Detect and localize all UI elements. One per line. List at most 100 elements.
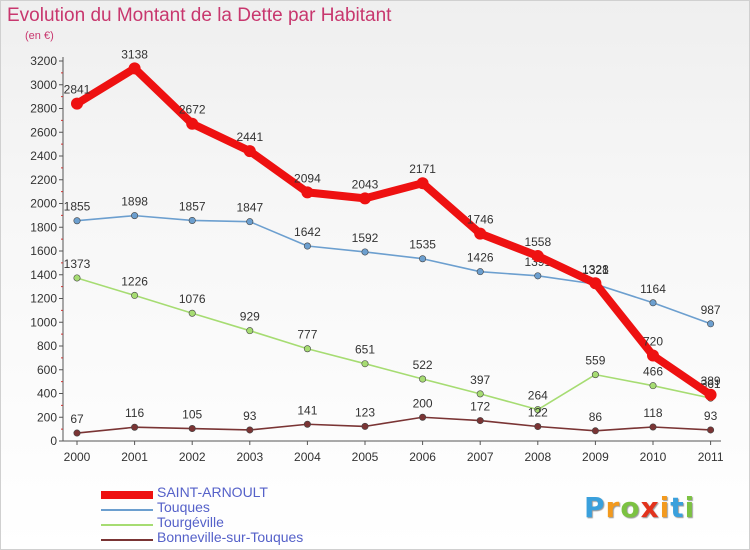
- data-point: [649, 382, 657, 390]
- data-label: 1226: [121, 274, 148, 288]
- data-label: 200: [413, 396, 433, 410]
- data-point: [361, 248, 369, 256]
- y-tick-label: 200: [37, 410, 57, 424]
- data-point: [131, 212, 139, 220]
- y-tick-label: 3000: [30, 78, 57, 92]
- data-point: [591, 371, 599, 379]
- legend-swatch: [101, 539, 153, 541]
- legend-swatch: [101, 491, 153, 499]
- y-tick-label: 1800: [30, 220, 57, 234]
- data-point: [188, 216, 196, 224]
- data-label: 2672: [179, 103, 206, 117]
- data-point: [73, 217, 81, 225]
- data-point: [474, 227, 487, 240]
- logo-letter: i: [684, 491, 696, 524]
- data-label: 1373: [64, 257, 91, 271]
- data-label: 105: [182, 408, 202, 422]
- series-line-0: [73, 64, 715, 399]
- data-label: 397: [470, 373, 490, 387]
- x-tick-label: 2007: [467, 450, 494, 464]
- data-label: 118: [643, 406, 662, 420]
- y-tick-label: 2800: [30, 102, 57, 116]
- y-tick-label: 600: [37, 363, 57, 377]
- data-point: [131, 291, 139, 299]
- data-label: 1857: [179, 199, 206, 213]
- data-point: [71, 97, 83, 110]
- data-point: [188, 425, 196, 433]
- data-point: [649, 299, 657, 307]
- data-label: 720: [643, 335, 663, 349]
- data-label: 1642: [294, 225, 321, 239]
- data-label: 2441: [236, 130, 263, 144]
- data-label: 1847: [236, 201, 263, 215]
- data-point: [301, 186, 314, 199]
- data-label: 1592: [352, 231, 379, 245]
- x-tick-label: 2008: [524, 450, 551, 464]
- data-point: [246, 327, 254, 335]
- data-point: [303, 345, 311, 353]
- data-point: [73, 274, 81, 282]
- data-point: [128, 62, 141, 75]
- y-tick-label: 2400: [30, 149, 57, 163]
- data-point: [419, 375, 427, 383]
- logo-letter: i: [659, 491, 671, 524]
- data-label: 987: [701, 303, 721, 317]
- data-point: [704, 388, 717, 401]
- x-tick-label: 2000: [64, 450, 91, 464]
- data-point: [534, 423, 542, 431]
- data-label: 1164: [640, 282, 666, 296]
- data-point: [246, 218, 254, 226]
- data-point: [707, 426, 715, 434]
- data-point: [73, 429, 81, 437]
- chart-title: Evolution du Montant de la Dette par Hab…: [7, 5, 392, 26]
- data-point: [419, 413, 427, 421]
- data-point: [591, 427, 599, 435]
- series-line-2: [76, 277, 712, 411]
- data-point: [361, 360, 369, 368]
- series-line-3: [76, 416, 712, 434]
- data-label: 141: [297, 403, 317, 417]
- data-label: 1426: [467, 251, 494, 265]
- legend-label: Tourgéville: [157, 514, 224, 530]
- y-tick-label: 2600: [30, 125, 57, 139]
- y-tick-label: 1600: [30, 244, 57, 258]
- data-label: 67: [70, 412, 84, 426]
- data-point: [649, 423, 657, 431]
- legend-label: Bonneville-sur-Touques: [157, 529, 304, 545]
- x-tick-label: 2011: [698, 450, 724, 464]
- data-label: 777: [297, 328, 317, 342]
- legend-swatch: [101, 524, 153, 526]
- y-tick-label: 1200: [30, 292, 57, 306]
- data-label: 559: [585, 354, 605, 368]
- data-label: 1321: [582, 263, 609, 277]
- data-label: 172: [470, 400, 490, 414]
- data-label: 1898: [121, 195, 148, 209]
- data-point: [589, 277, 602, 290]
- data-point: [419, 255, 427, 263]
- logo-letter: o: [620, 491, 641, 524]
- data-label: 122: [528, 406, 548, 420]
- data-point: [188, 309, 196, 317]
- data-point: [647, 349, 659, 362]
- data-label: 264: [528, 389, 548, 403]
- data-label: 116: [125, 406, 144, 420]
- data-label: 466: [643, 365, 663, 379]
- logo-letter: P: [584, 491, 606, 524]
- data-label: 1076: [179, 292, 206, 306]
- data-point: [476, 268, 484, 276]
- data-point: [246, 426, 254, 434]
- chart-subtitle: (en €): [25, 30, 54, 42]
- x-tick-label: 2005: [352, 450, 379, 464]
- data-point: [186, 117, 199, 130]
- data-label: 2094: [294, 171, 321, 185]
- y-tick-label: 400: [37, 387, 57, 401]
- x-tick-label: 2004: [294, 450, 321, 464]
- x-tick-label: 2002: [179, 450, 206, 464]
- legend-label: SAINT-ARNOULT: [157, 484, 268, 500]
- data-point: [531, 249, 544, 262]
- data-point: [534, 406, 542, 414]
- data-label: 929: [240, 310, 260, 324]
- data-point: [303, 242, 311, 250]
